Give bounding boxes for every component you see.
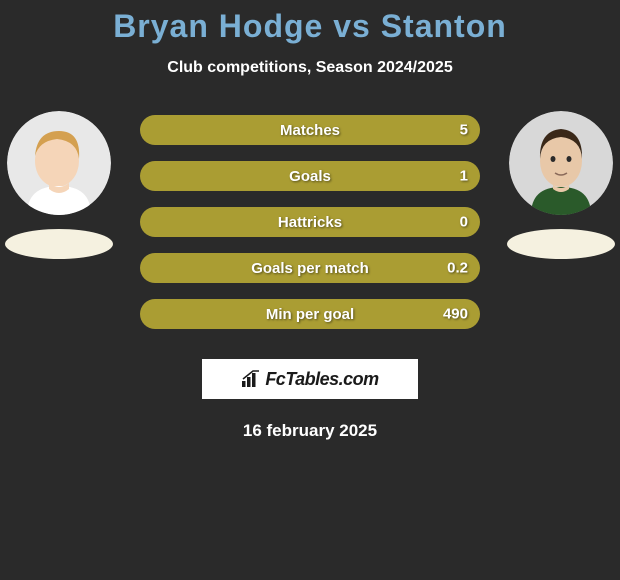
stat-value-right: 0.2 (447, 260, 468, 277)
player-right-avatar (509, 111, 613, 215)
brand-chart-icon (241, 370, 261, 388)
page-title: Bryan Hodge vs Stanton (113, 8, 507, 45)
stat-row-hattricks: Hattricks 0 (140, 207, 480, 237)
stat-label: Goals (289, 168, 331, 185)
player-left-column (4, 111, 114, 259)
stat-row-matches: Matches 5 (140, 115, 480, 145)
brand-box[interactable]: FcTables.com (202, 359, 418, 399)
brand-text: FcTables.com (265, 369, 378, 390)
stat-row-goals-per-match: Goals per match 0.2 (140, 253, 480, 283)
stat-label: Matches (280, 122, 340, 139)
stat-value-right: 0 (460, 214, 468, 231)
stat-row-min-per-goal: Min per goal 490 (140, 299, 480, 329)
stat-value-right: 1 (460, 168, 468, 185)
stat-label: Min per goal (266, 306, 354, 323)
player-left-team-oval (5, 229, 113, 259)
subtitle: Club competitions, Season 2024/2025 (167, 59, 452, 77)
comparison-container: Bryan Hodge vs Stanton Club competitions… (0, 0, 620, 441)
player-right-avatar-svg (509, 111, 613, 215)
stat-label: Goals per match (251, 260, 369, 277)
stat-value-right: 5 (460, 122, 468, 139)
player-right-column (506, 111, 616, 259)
stats-area: Matches 5 Goals 1 Hattricks 0 Goals per … (0, 111, 620, 329)
stat-row-goals: Goals 1 (140, 161, 480, 191)
stats-column: Matches 5 Goals 1 Hattricks 0 Goals per … (140, 111, 480, 329)
player-right-team-oval (507, 229, 615, 259)
stat-label: Hattricks (278, 214, 342, 231)
date-text: 16 february 2025 (243, 421, 377, 441)
stat-value-right: 490 (443, 306, 468, 323)
player-left-avatar (7, 111, 111, 215)
player-left-avatar-svg (7, 111, 111, 215)
